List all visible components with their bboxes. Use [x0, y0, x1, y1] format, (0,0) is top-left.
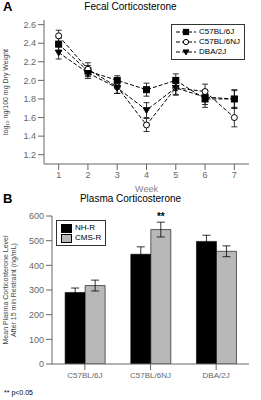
svg-text:2.6: 2.6	[23, 20, 36, 30]
svg-text:600: 600	[29, 211, 44, 221]
svg-text:log₁₀ ng/100 mg Dry Weight: log₁₀ ng/100 mg Dry Weight	[8, 49, 10, 135]
svg-text:Mean Plasma Corticosterone Lev: Mean Plasma Corticosterone LevelAfter 15…	[8, 235, 18, 344]
svg-text:3: 3	[115, 170, 120, 180]
html-text:NH-R: NH-R	[75, 223, 95, 232]
html-text:Plasma Corticosterone: Plasma Corticosterone	[79, 193, 182, 204]
svg-text:500: 500	[29, 236, 44, 246]
html-text:C57BL/6NJ: C57BL/6NJ	[199, 37, 240, 46]
svg-text:1.4: 1.4	[23, 131, 36, 141]
svg-text:C57BL/6NJ: C57BL/6NJ	[130, 371, 171, 380]
svg-text:DBA/2J: DBA/2J	[203, 371, 230, 380]
svg-text:200: 200	[29, 310, 44, 320]
svg-text:1.2: 1.2	[23, 150, 36, 160]
svg-text:7: 7	[232, 170, 237, 180]
svg-text:1.8: 1.8	[23, 94, 36, 104]
svg-text:100: 100	[29, 335, 44, 345]
svg-text:4: 4	[144, 170, 149, 180]
html-text:DBA/2J: DBA/2J	[199, 47, 227, 56]
svg-text:C57BL/6J: C57BL/6J	[67, 371, 102, 380]
svg-text:400: 400	[29, 261, 44, 271]
html-text:CMS-R: CMS-R	[75, 233, 102, 242]
svg-text:Week: Week	[135, 184, 158, 192]
html-text:Fecal Corticosterone: Fecal Corticosterone	[84, 1, 177, 12]
svg-text:1: 1	[56, 170, 61, 180]
svg-text:2: 2	[85, 170, 90, 180]
svg-text:1.6: 1.6	[23, 113, 36, 123]
svg-text:6: 6	[203, 170, 208, 180]
html-text:** p<0.05: ** p<0.05	[4, 389, 33, 396]
svg-text:0: 0	[39, 359, 44, 369]
svg-text:**: **	[157, 211, 165, 222]
svg-text:2.2: 2.2	[23, 57, 36, 67]
html-text:A: A	[3, 0, 13, 14]
svg-text:5: 5	[173, 170, 178, 180]
svg-text:300: 300	[29, 285, 44, 295]
svg-text:2.0: 2.0	[23, 76, 36, 86]
svg-text:2.4: 2.4	[23, 38, 36, 48]
html-text:B: B	[3, 191, 13, 206]
html-text:C57BL/6J: C57BL/6J	[199, 27, 235, 36]
